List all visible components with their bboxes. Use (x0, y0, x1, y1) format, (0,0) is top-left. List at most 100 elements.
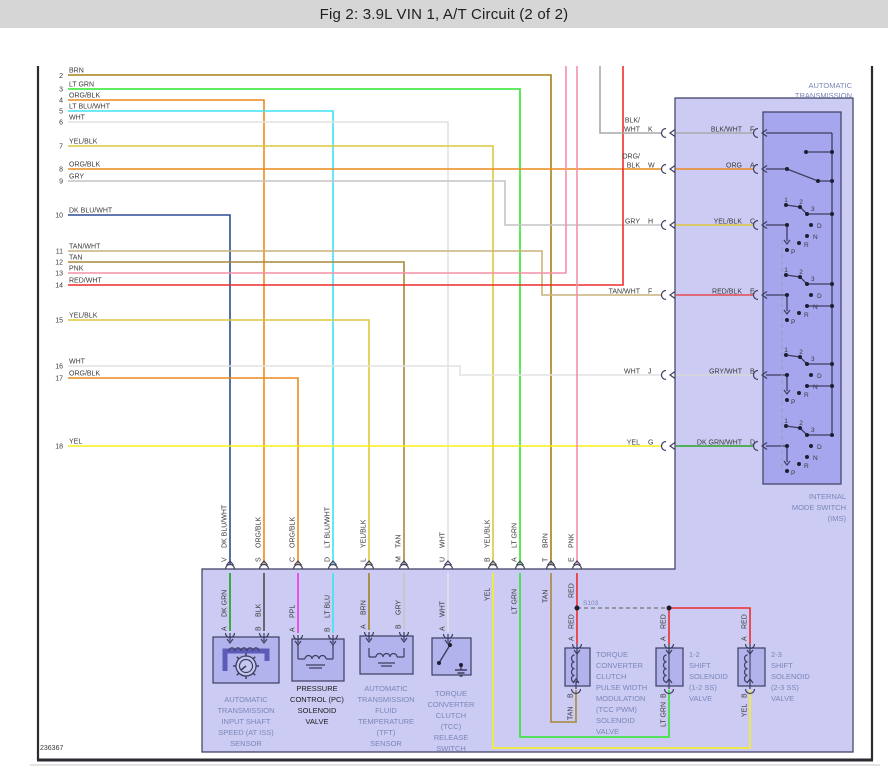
connector-arrow-icon (260, 638, 268, 644)
diagram-label: GRY (396, 600, 403, 615)
diagram-label: SOLENOID (596, 716, 635, 725)
diagram-label: (TCC PWM) (596, 705, 637, 714)
ims-e-chain (785, 274, 832, 285)
connector-arrow-icon (226, 560, 234, 566)
diagram-label: TAN (69, 255, 82, 262)
diagram-label: VALVE (689, 694, 712, 703)
diagram-label: PNK (69, 266, 84, 273)
diagram-label: 14 (55, 283, 63, 290)
diagram-label: (IMS) (828, 514, 847, 523)
connector-arrow-icon (329, 640, 337, 646)
diagram-label: 3 (811, 206, 815, 213)
junction-dot (785, 373, 789, 377)
diagram-label: LT GRN (69, 82, 94, 89)
connector-arc-icon (224, 563, 236, 570)
diagram-label: A (750, 163, 755, 170)
wire-pin16-wht (68, 365, 662, 376)
junction-dot (785, 318, 789, 322)
ims-b-chain (785, 354, 832, 365)
wire-red-ss23-a (669, 607, 751, 644)
wire-pin7-yelblk (68, 145, 494, 565)
diagram-label: 2 (59, 73, 63, 80)
diagram-label: ORG/BLK (69, 93, 100, 100)
connector-arrow-icon (294, 560, 302, 566)
junction-dot (830, 304, 834, 308)
connector-arc-icon (663, 688, 675, 695)
diagram-label: (1-2 SS) (689, 683, 717, 692)
connector-arrow-icon (783, 239, 791, 245)
diagram-label: A (222, 626, 229, 631)
junction-dot (784, 273, 788, 277)
diagram-label: SOLENOID (298, 706, 337, 715)
diagram-label: TAN (568, 707, 575, 720)
diagram-label: BLK/ (625, 118, 640, 125)
diagram-label: TEMPERATURE (358, 717, 414, 726)
diagram-label: B (742, 693, 749, 698)
connector-arrow-icon (226, 638, 234, 644)
diagram-label: AUTOMATIC (364, 684, 408, 693)
junction-dot (805, 282, 809, 286)
connector-arrow-icon (746, 649, 754, 655)
connector-arrow-icon (668, 129, 676, 137)
diagram-label: F (750, 127, 754, 134)
diagram-label: PRESSURE (296, 684, 337, 693)
diagram-label: LT BLU/WHT (69, 104, 111, 111)
diagram-label: D (817, 293, 822, 300)
connector-arc-icon (752, 127, 759, 139)
diagram-label: V (222, 557, 229, 562)
diagram-label: P (791, 319, 795, 326)
junction-dot (830, 282, 834, 286)
junction-dot (798, 355, 802, 359)
wire-pin12-tan (68, 261, 405, 565)
junction-dot (798, 426, 802, 430)
diagram-label: BRN (543, 533, 550, 548)
diagram-label: W (648, 163, 655, 170)
diagram-label: CLUTCH (596, 672, 626, 681)
diagram-label: U (440, 557, 447, 562)
diagram-label: A (440, 626, 447, 631)
diagram-label: MODULATION (596, 694, 645, 703)
connector-arrow-icon (444, 560, 452, 566)
diagram-label: VALVE (596, 727, 619, 736)
diagram-label: A (661, 636, 668, 641)
diagram-label: E (569, 557, 576, 562)
diagram-label: 1 (784, 197, 788, 204)
diagram-label: CONVERTER (596, 661, 644, 670)
junction-dot (830, 150, 834, 154)
connector-arrow-icon (365, 560, 373, 566)
diagram-label: D (325, 557, 332, 562)
wire-pin10-dkbluwht (68, 214, 231, 565)
diagram-label: YEL/BLK (361, 519, 368, 548)
diagram-label: B (256, 626, 263, 631)
wire-pin4-orgblk (68, 99, 265, 565)
diagram-label: RED/BLK (712, 289, 742, 296)
diagram-label: YEL (485, 588, 492, 601)
connector-arc-icon (258, 563, 270, 570)
pc-solenoid-box (291, 638, 345, 682)
diagram-label: TRANSMISSION (795, 91, 852, 100)
diagram-label: SOLENOID (771, 672, 810, 681)
diagram-label: 12 (55, 260, 63, 267)
diagram-label: AUTOMATIC (224, 695, 268, 704)
diagram-label: BRN (69, 68, 84, 75)
diagram-label: PULSE WIDTH (596, 683, 647, 692)
diagram-label: B (325, 627, 332, 632)
wire-pin14-redwht (68, 66, 624, 286)
diagram-label: L (361, 558, 368, 562)
connector-arc-icon (752, 289, 759, 301)
diagram-label: CONTROL (PC) (290, 695, 344, 704)
connector-arrow-icon (783, 309, 791, 315)
diagram-label: SWITCH (436, 744, 466, 753)
tcc-switch-arm (438, 644, 451, 664)
diagram-label: SENSOR (230, 739, 262, 748)
diagram-label: 16 (55, 364, 63, 371)
diagram-label: N (813, 304, 818, 311)
diagram-label: INTERNAL (809, 492, 846, 501)
connector-arc-icon (398, 563, 410, 570)
diagram-label: LT GRN (512, 523, 519, 548)
connector-arc-icon (660, 163, 667, 175)
diagram-label: A (569, 636, 576, 641)
junction-dot (816, 179, 820, 183)
connector-arrow-icon (260, 560, 268, 566)
